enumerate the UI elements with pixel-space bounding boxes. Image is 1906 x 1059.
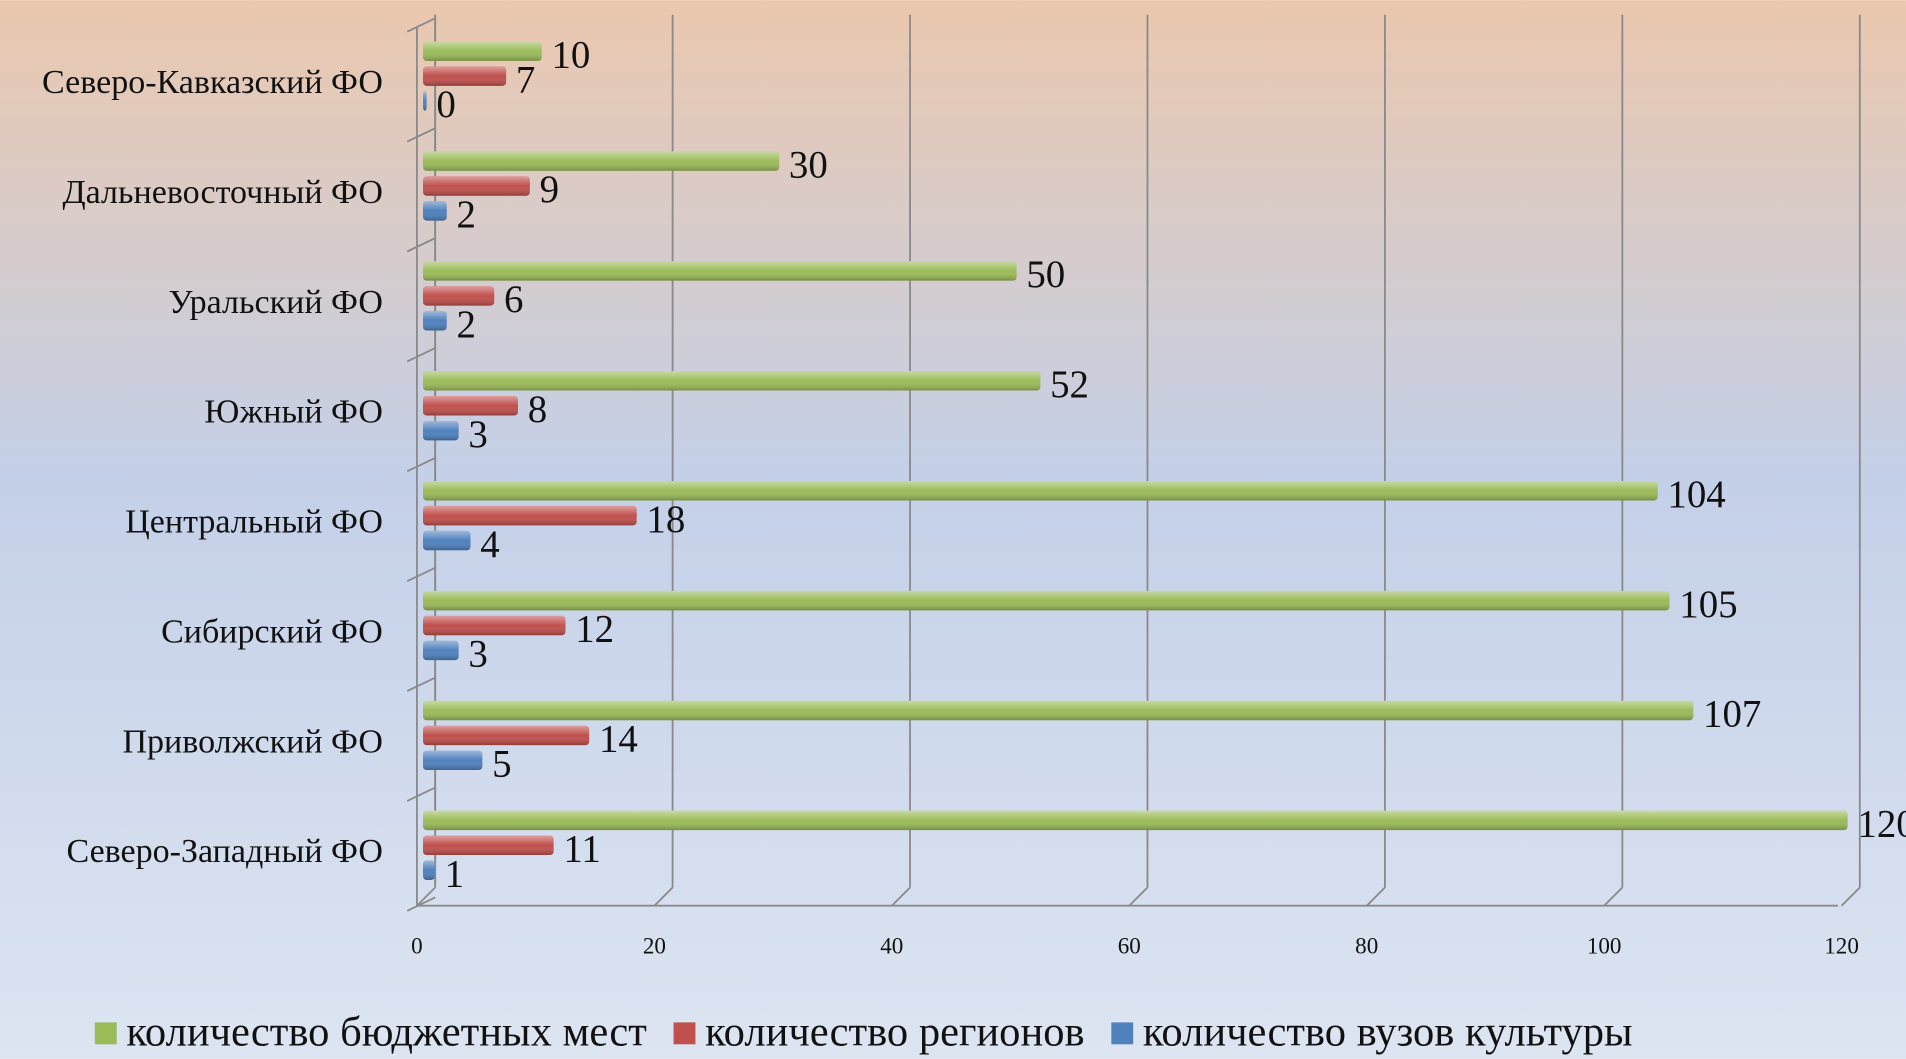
category-tick [406,457,436,473]
data-label: 50 [1026,253,1065,296]
category-label: Северо-Западный ФО [66,833,382,870]
bar-shade [423,371,1041,391]
bar-shade [423,66,507,86]
legend-swatch [94,1022,117,1045]
legend-label: количество вузов культуры [1143,1009,1633,1056]
bar-shade [423,835,554,856]
x-tick-label: 100 [1587,933,1622,959]
data-label: 0 [436,83,455,126]
category-tick [406,347,436,363]
bar-shade [423,261,1017,281]
data-label: 18 [646,498,685,541]
data-label: 3 [468,633,487,676]
x-tick-label: 80 [1355,933,1378,959]
grid-line [1840,886,1861,907]
bar-shade [423,810,1848,831]
bar-shade [423,750,483,771]
x-tick-label: 0 [411,933,423,959]
grid-line [653,886,674,907]
legend-label: количество бюджетных мест [126,1009,646,1056]
bar-shade [423,480,1658,501]
bar-shade [423,590,1670,611]
bar-shade [423,396,518,416]
grid-line [891,886,911,907]
data-label: 52 [1050,363,1089,406]
bar-shade [423,860,435,880]
category-label: Сибирский ФО [161,613,383,650]
category-label: Северо-Кавказский ФО [42,64,383,101]
data-label: 3 [468,413,487,456]
bar-shade [423,530,471,551]
bar-shade [423,41,542,61]
data-label: 104 [1667,473,1725,516]
bar-shade [423,91,427,111]
x-tick-label: 20 [643,933,666,959]
data-label: 2 [456,193,475,236]
category-tick [406,237,436,253]
category-tick [406,786,436,802]
category-tick [406,17,436,33]
bar-shade [423,725,590,746]
bar-shade [423,640,459,661]
data-label: 30 [789,143,828,186]
data-label: 10 [551,33,590,76]
bar-shade [423,420,459,441]
grid-line [1603,886,1624,907]
bar-shade [423,201,447,221]
bar-shade [423,151,780,171]
grid-line [1128,886,1149,907]
category-label: Приволжский ФО [122,723,382,760]
bar-shade [423,286,495,306]
category-label: Южный ФО [204,394,383,431]
data-label: 12 [575,608,614,651]
grid-line [1366,886,1386,907]
legend-swatch [673,1022,696,1045]
data-label: 6 [504,278,523,321]
data-label: 8 [528,388,547,431]
category-tick [406,127,436,143]
data-label: 7 [516,58,535,101]
data-label: 1 [445,852,464,895]
grid-line [416,886,436,907]
bar-shade [423,615,566,636]
category-tick [406,896,436,912]
data-label: 107 [1703,693,1761,736]
data-label: 120 [1857,803,1906,846]
category-label: Центральный ФО [125,504,383,541]
data-label: 14 [599,718,638,761]
data-label: 105 [1679,583,1737,626]
data-label: 2 [456,303,475,346]
data-label: 4 [480,523,499,566]
category-label: Уральский ФО [169,284,383,321]
x-tick-label: 120 [1824,933,1859,959]
category-tick [406,566,436,582]
data-label: 5 [492,743,511,786]
legend-swatch [1111,1022,1134,1045]
legend-label: количество регионов [705,1009,1084,1056]
category-label: Дальневосточный ФО [62,174,382,211]
x-tick-label: 60 [1118,933,1141,959]
x-tick-label: 40 [880,933,903,959]
bar-shade [423,700,1694,721]
bar-shade [423,176,530,196]
bar-shade [423,311,447,331]
category-tick [406,676,436,692]
bar-shade [423,505,637,526]
data-label: 9 [540,168,559,211]
data-label: 11 [563,828,600,871]
